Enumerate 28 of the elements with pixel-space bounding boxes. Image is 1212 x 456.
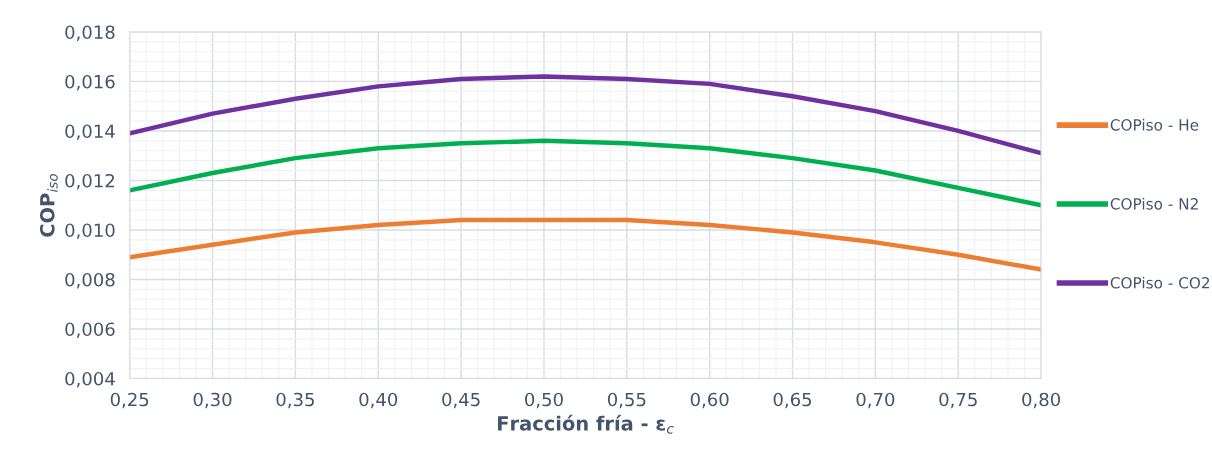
x-axis-title: Fracción fría - ε$_{c}$ [498, 414, 674, 434]
x-tick-label: 0,60 [690, 392, 729, 409]
x-tick-label: 0,65 [773, 392, 812, 409]
x-tick-label: 0,35 [276, 392, 314, 409]
x-tick-label: 0,75 [939, 392, 977, 409]
line-series [129, 138, 1042, 208]
y-tick-label: 0,006 [65, 322, 115, 338]
y-tick-label: 0,014 [65, 124, 115, 140]
y-tick-label: 0,018 [65, 25, 115, 41]
y-tick-label: 0,010 [65, 223, 115, 239]
legend-label: COPiso - CO2 [1110, 276, 1210, 289]
x-tick-label: 0,50 [525, 392, 563, 409]
line-series [129, 217, 1042, 272]
legend-label: COPiso - N2 [1110, 197, 1198, 210]
y-tick-label: 0,008 [65, 272, 115, 289]
x-tick-label: 0,80 [1022, 392, 1061, 409]
y-tick-label: 0,012 [65, 173, 114, 190]
x-tick-label: 0,70 [856, 392, 895, 409]
x-tick-label: 0,40 [359, 392, 398, 409]
x-tick-label: 0,25 [110, 392, 149, 409]
y-tick-label: 0,004 [65, 371, 115, 388]
y-tick-label: 0,016 [65, 74, 115, 91]
legend-label: COPiso - He [1110, 118, 1199, 131]
y-axis-title: COP$_{iso}$ [39, 173, 58, 237]
x-tick-label: 0,45 [442, 392, 480, 409]
x-tick-label: 0,55 [607, 392, 646, 409]
x-tick-label: 0,30 [193, 392, 232, 409]
line-series [129, 74, 1042, 156]
